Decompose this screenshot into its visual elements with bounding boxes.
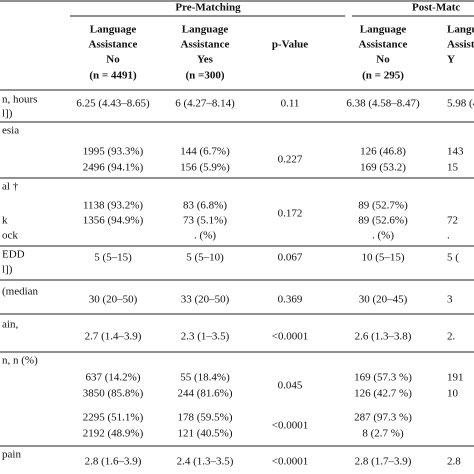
column-header: (n = 295) (362, 70, 404, 82)
cell: 6.25 (4.43–8.65) (76, 98, 150, 110)
column-header: Assistance (181, 39, 230, 51)
cell: . (447, 230, 450, 242)
column-header: Langu (447, 24, 474, 36)
cell: 83 (6.8%) (183, 200, 227, 212)
cell: <0.0001 (272, 456, 308, 468)
row-label: pain (2, 449, 21, 461)
row-label: ock (2, 230, 18, 242)
cell: . (%) (372, 230, 394, 242)
cell: <0.0001 (272, 420, 308, 432)
column-header: (n = 4491) (89, 70, 137, 82)
cell: 144 (6.7%) (180, 146, 230, 158)
cell: 5 (5–10) (186, 252, 224, 264)
cell: 0.11 (281, 98, 300, 110)
cell: 2.3 (1–3.5) (181, 331, 230, 343)
column-header: Y (447, 54, 455, 66)
cell: 8 (2.7 %) (362, 428, 404, 440)
cell: 2.8 (1.7–3.9) (355, 456, 412, 468)
cell: 89 (52.6%) (358, 215, 408, 227)
group-header: Post-Matc (412, 2, 460, 14)
cell: 2.8 (447, 456, 461, 468)
cell: 191 (447, 372, 464, 384)
row-label: ain, (2, 319, 18, 331)
cell: 169 (53.2) (360, 162, 406, 174)
cell: 1356 (94.9%) (83, 215, 144, 227)
cell: 244 (81.6%) (178, 388, 233, 400)
cell: 6.38 (4.58–8.47) (346, 98, 420, 110)
cell: 5.98 (4 (447, 98, 474, 110)
cell: 2.7 (1.4–3.9) (85, 331, 142, 343)
row-label: n, hours (2, 94, 37, 106)
cell: 3850 (85.8%) (83, 388, 144, 400)
column-header: Language (182, 24, 229, 36)
cell: 178 (59.5%) (178, 412, 233, 424)
column-header: No (376, 54, 390, 66)
cell: 2. (447, 331, 456, 343)
column-header: (n =300) (186, 70, 225, 82)
column-header: Assista (447, 39, 474, 51)
row-label: n, n (%) (2, 355, 38, 367)
row-label: esia (2, 125, 19, 137)
cell: 121 (40.5%) (178, 428, 233, 440)
cell: 30 (20–50) (89, 294, 138, 306)
cell: 637 (14.2%) (86, 372, 141, 384)
cell: 33 (20–50) (181, 294, 230, 306)
column-header: Language (90, 24, 137, 36)
cell: 73 (5.1%) (183, 215, 227, 227)
column-header: Assistance (359, 39, 408, 51)
column-header: Assistance (89, 39, 138, 51)
cell: 10 (447, 388, 459, 400)
row-label: (median (2, 286, 39, 298)
row-label: EDD (2, 249, 25, 261)
cell: 1995 (93.3%) (83, 146, 144, 158)
column-header: p-Value (272, 39, 308, 51)
cell: 5 (5–15) (94, 252, 132, 264)
column-header: No (106, 54, 120, 66)
group-header: Pre-Matching (175, 2, 241, 14)
cell: 1138 (93.2%) (83, 200, 143, 212)
cell: 2.4 (1.3–3.5) (177, 456, 234, 468)
column-header: Yes (197, 54, 214, 66)
cell: 3 (447, 294, 453, 306)
cell: 30 (20–45) (359, 294, 408, 306)
cell: 2192 (48.9%) (83, 428, 144, 440)
cell: 2.8 (1.6–3.9) (85, 456, 142, 468)
cell: 0.369 (278, 294, 303, 306)
cell: 156 (5.9%) (180, 162, 230, 174)
cell: 55 (18.4%) (180, 372, 230, 384)
cell: 5 ( (447, 252, 459, 264)
cell: 15 (447, 162, 459, 174)
cell: 89 (52.7%) (358, 200, 408, 212)
cell: 72 (447, 215, 458, 227)
cell: 126 (42.7 %) (354, 388, 412, 400)
cell: 287 (97.3 %) (354, 412, 412, 424)
row-label: l]) (2, 108, 13, 120)
cell: 2295 (51.1%) (83, 412, 144, 424)
cell: 0.045 (278, 380, 303, 392)
cell: 126 (46.8) (360, 146, 406, 158)
column-header: Language (360, 24, 407, 36)
cell: 2496 (94.1%) (83, 162, 144, 174)
cell: 143 (447, 146, 464, 158)
cell: . (%) (194, 230, 216, 242)
cell: 0.067 (278, 252, 303, 264)
cell: 2.6 (1.3–3.8) (355, 331, 412, 343)
cell: 6 (4.27–8.14) (175, 98, 235, 110)
row-label: al † (2, 181, 19, 193)
row-label: k (2, 215, 8, 227)
cell: 10 (5–15) (361, 252, 404, 264)
row-label: l]) (2, 264, 13, 276)
cell: 0.227 (278, 154, 303, 166)
cell: 0.172 (278, 208, 303, 220)
cell: <0.0001 (272, 331, 308, 343)
cell: 169 (57.3 %) (354, 372, 412, 384)
